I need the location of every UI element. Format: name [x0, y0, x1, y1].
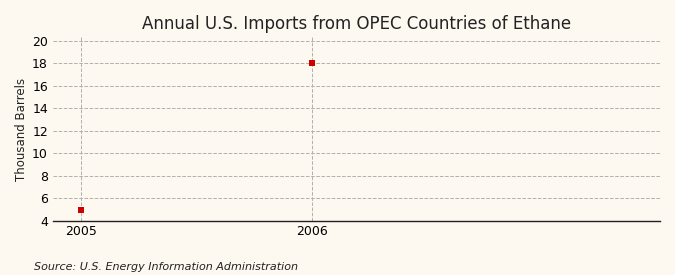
Title: Annual U.S. Imports from OPEC Countries of Ethane: Annual U.S. Imports from OPEC Countries … — [142, 15, 571, 33]
Y-axis label: Thousand Barrels: Thousand Barrels — [15, 78, 28, 181]
Text: Source: U.S. Energy Information Administration: Source: U.S. Energy Information Administ… — [34, 262, 298, 272]
